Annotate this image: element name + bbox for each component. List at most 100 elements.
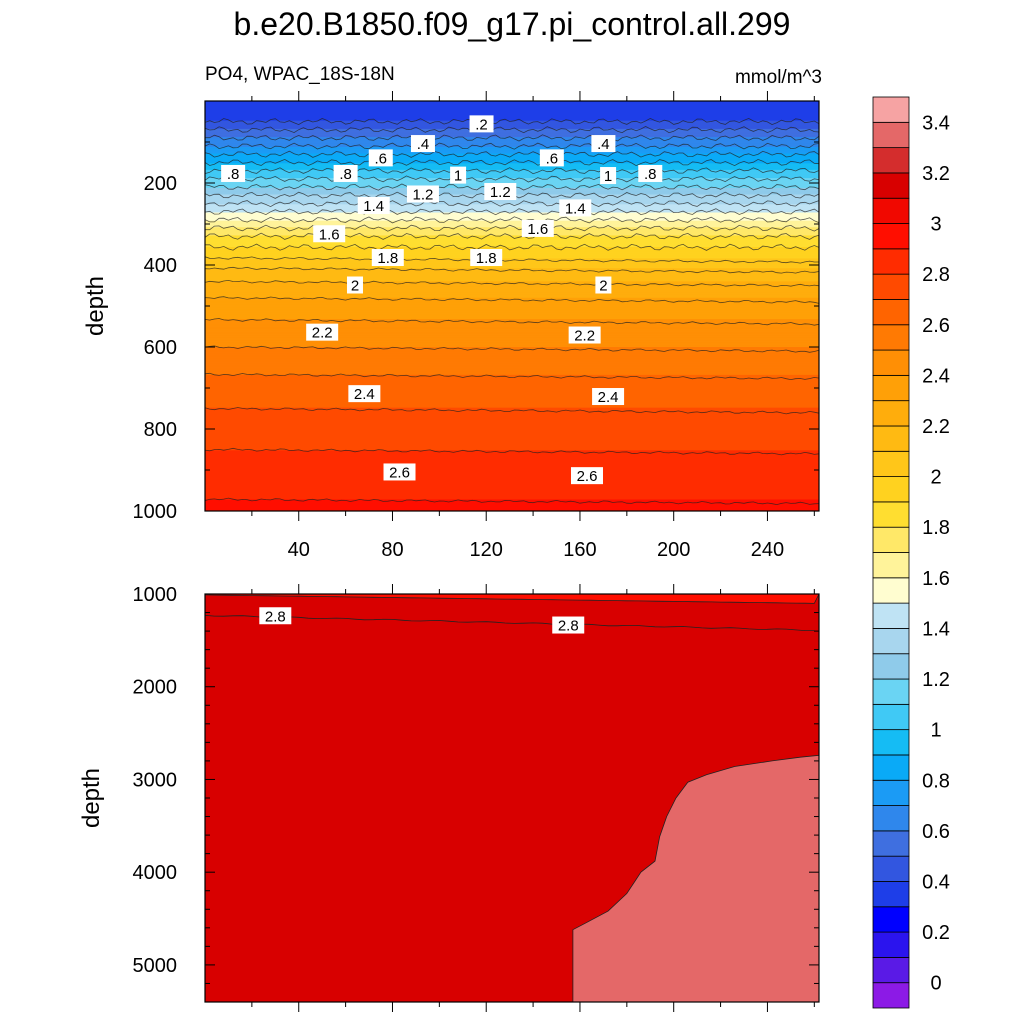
upper-fill-band <box>205 381 819 384</box>
upper-fill-band <box>205 253 819 256</box>
upper-fill-band <box>205 174 819 178</box>
upper-fill-band <box>205 138 819 141</box>
upper-fill-band <box>205 460 819 463</box>
upper-fill-band <box>205 396 819 399</box>
upper-fill-band <box>205 130 819 133</box>
upper-fill-band <box>205 502 819 506</box>
upper-fill-band <box>205 347 819 350</box>
upper-fill-band <box>205 122 819 125</box>
upper-fill-band <box>205 363 819 366</box>
upper-fill-band <box>205 258 819 261</box>
upper-fill-band <box>205 158 819 161</box>
contour-label: 2.2 <box>312 325 333 342</box>
upper-fill-band <box>205 504 819 507</box>
upper-fill-band <box>205 112 819 115</box>
contour-label-box <box>469 115 494 133</box>
colorbar-cell <box>872 273 910 300</box>
upper-fill-band <box>205 269 819 273</box>
colorbar-label: 0.6 <box>922 821 950 843</box>
contour-label: 2.6 <box>577 468 598 485</box>
colorbar-label: 3.4 <box>922 112 950 134</box>
contour-label: .2 <box>475 116 488 133</box>
colorbar-label: 0.8 <box>922 770 950 792</box>
contour-label-box <box>539 149 564 167</box>
upper-fill-band <box>205 151 819 155</box>
upper-fill-band <box>205 451 819 455</box>
lower-y-axis-label: depth <box>78 768 105 828</box>
upper-fill-band <box>205 153 819 156</box>
lower-panel-axes: 1000 2000 3000 4000 5000 depth <box>78 584 820 1012</box>
upper-fill-band <box>205 315 819 319</box>
upper-fill-band <box>205 268 819 271</box>
colorbar-label: 0.2 <box>922 922 950 944</box>
colorbar-cell <box>872 501 910 528</box>
upper-contour-line <box>205 318 819 326</box>
colorbar-cell <box>872 703 910 731</box>
contour-label: 2 <box>599 278 607 295</box>
colorbar-cell <box>872 425 910 452</box>
colorbar-cell <box>872 374 910 402</box>
upper-fill-band <box>205 155 819 158</box>
lower-fill-deep-region <box>572 754 819 1002</box>
contour-label: 1.8 <box>377 250 398 267</box>
upper-fill-band <box>205 497 819 501</box>
contour-label-box <box>357 196 390 214</box>
upper-fill-band <box>205 327 819 330</box>
contour-label-box <box>306 323 339 341</box>
colorbar-cell <box>872 248 910 275</box>
upper-contour-line <box>205 266 819 274</box>
upper-fill-band <box>205 110 819 114</box>
upper-fill-band <box>205 219 819 222</box>
upper-fill-band <box>205 415 819 419</box>
y-tick-label: 1000 <box>133 501 178 523</box>
upper-panel-contour-labels: .2 .4 .4 .6 .6 .8 .8 .8 1 1 1.2 1.2 1.4 1.4 1.6 1.6 1.8 1… <box>221 115 663 485</box>
upper-fill-band <box>205 233 819 237</box>
contour-label: 2.4 <box>354 386 375 403</box>
upper-fill-band <box>205 222 819 225</box>
upper-fill-band <box>205 360 819 363</box>
upper-fill-band <box>205 353 819 356</box>
upper-fill-band <box>205 342 819 345</box>
upper-fill-band <box>205 406 819 409</box>
contour-label-box <box>592 388 625 406</box>
upper-fill-band <box>205 276 819 279</box>
colorbar-label: 2 <box>930 467 941 489</box>
contour-label-box <box>570 467 603 485</box>
colorbar-cell <box>872 830 910 857</box>
colorbar-cell <box>872 223 910 250</box>
upper-fill-band <box>205 102 819 105</box>
upper-fill-band <box>205 404 819 407</box>
upper-fill-band <box>205 433 819 437</box>
colorbar-cell <box>872 602 910 629</box>
upper-fill-band <box>205 296 819 299</box>
upper-fill-band <box>205 420 819 424</box>
upper-fill-band <box>205 456 819 460</box>
colorbar-cell <box>872 147 910 174</box>
upper-fill-band <box>205 207 819 210</box>
contour-label: 1.4 <box>565 200 586 217</box>
upper-fill-band <box>205 443 819 446</box>
x-tick-label: 200 <box>657 539 690 561</box>
upper-fill-band <box>205 494 819 497</box>
upper-fill-band <box>205 101 819 104</box>
upper-fill-band <box>205 378 819 381</box>
upper-fill-band <box>205 164 819 168</box>
colorbar-label: 1.4 <box>922 618 950 640</box>
upper-fill-band <box>205 345 819 348</box>
upper-fill-band <box>205 287 819 291</box>
upper-fill-band <box>205 143 819 146</box>
colorbar-cell <box>872 324 910 351</box>
colorbar-label: 0 <box>930 973 941 995</box>
upper-fill-band <box>205 289 819 292</box>
upper-fill-band <box>205 481 819 484</box>
colorbar-cell <box>872 982 910 1009</box>
upper-fill-band <box>205 401 819 404</box>
upper-contour-line <box>205 447 819 456</box>
upper-fill-band <box>205 251 819 255</box>
y-tick-label: 400 <box>144 255 177 277</box>
subtitle-variable-region: PO4, WPAC_18S-18N <box>205 64 395 85</box>
upper-fill-band <box>205 279 819 282</box>
colorbar-cell <box>872 96 910 123</box>
upper-fill-band <box>205 461 819 465</box>
upper-fill-band <box>205 230 819 233</box>
